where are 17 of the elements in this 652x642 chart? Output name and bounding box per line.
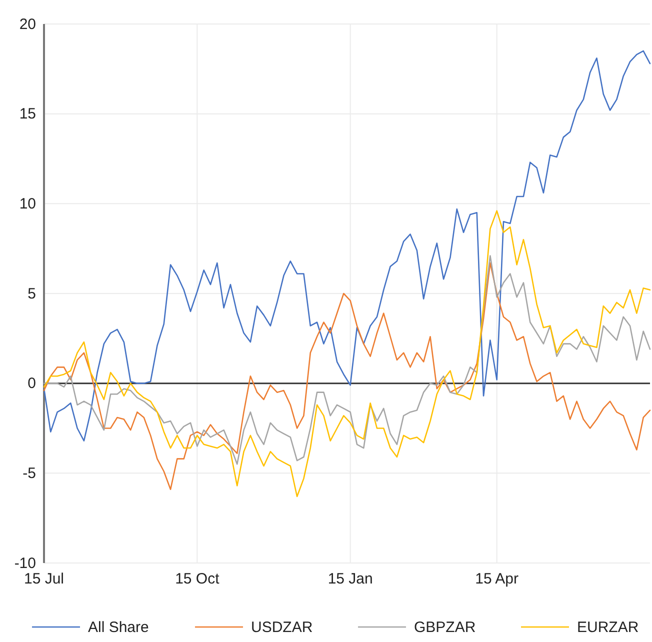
y-tick-label: 10 — [19, 195, 36, 212]
x-tick-label: 15 Oct — [175, 570, 220, 588]
y-tick-label: 20 — [19, 16, 36, 33]
line-series — [43, 50, 651, 442]
x-tick-label: 15 Jan — [328, 570, 373, 588]
legend-label: All Share — [88, 619, 149, 636]
y-tick-label: -10 — [14, 554, 36, 572]
legend-label: GBPZAR — [414, 619, 476, 636]
y-tick-label: -5 — [22, 464, 36, 482]
legend-label: USDZAR — [251, 619, 313, 636]
x-tick-label: 15 Jul — [24, 570, 64, 588]
x-tick-label: 15 Apr — [475, 570, 519, 588]
line-series — [43, 210, 651, 498]
legend-label: EURZAR — [577, 619, 639, 636]
y-tick-label: 0 — [28, 375, 36, 392]
y-tick-label: 15 — [19, 106, 36, 123]
y-tick-label: 5 — [28, 285, 36, 302]
